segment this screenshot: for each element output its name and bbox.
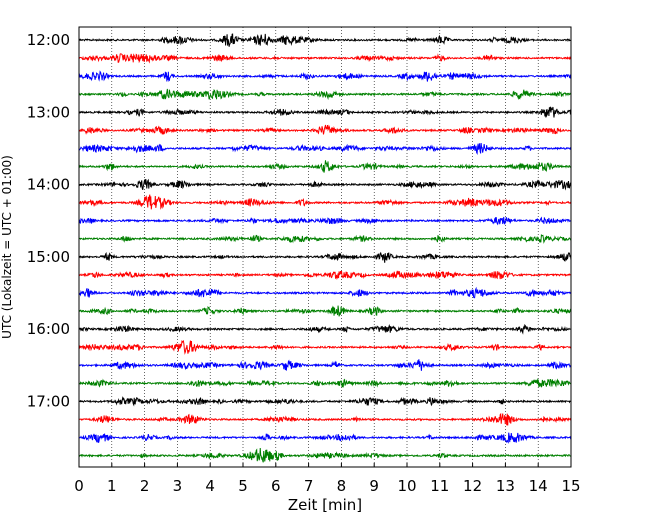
x-tick-label: 13 xyxy=(496,477,515,495)
trace-1645 xyxy=(78,378,572,388)
trace-1500 xyxy=(78,251,572,263)
grid-lines xyxy=(111,27,539,467)
x-tick-label: 4 xyxy=(205,477,215,495)
x-tick-label: 10 xyxy=(397,477,416,495)
trace-1445 xyxy=(78,233,572,244)
trace-1215 xyxy=(78,53,572,64)
y-tick-label: 12:00 xyxy=(27,31,70,49)
y-tick-label: 17:00 xyxy=(27,392,70,410)
trace-1400 xyxy=(78,178,572,191)
x-axis-ticks: 0 1 2 3 4 5 6 7 8 9 10 11 12 13 14 15 xyxy=(74,463,581,495)
trace-1200 xyxy=(78,33,572,47)
x-tick-label: 7 xyxy=(304,477,314,495)
x-tick-label: 1 xyxy=(107,477,117,495)
trace-1545 xyxy=(78,305,572,317)
trace-1330 xyxy=(78,142,572,156)
trace-1515 xyxy=(78,270,572,280)
y-axis-ticks: 12:00 13:00 14:00 15:00 16:00 17:00 xyxy=(27,31,83,410)
x-tick-label: 11 xyxy=(430,477,449,495)
x-tick-label: 3 xyxy=(173,477,183,495)
x-axis-label: Zeit [min] xyxy=(288,496,362,514)
y-tick-label: 16:00 xyxy=(27,320,70,338)
trace-group xyxy=(78,33,572,463)
x-tick-label: 12 xyxy=(463,477,482,495)
trace-1430 xyxy=(78,216,572,226)
plot-frame xyxy=(78,26,572,468)
x-tick-label: 5 xyxy=(238,477,248,495)
trace-1630 xyxy=(78,359,572,371)
x-tick-label: 6 xyxy=(271,477,281,495)
x-tick-label: 15 xyxy=(561,477,580,495)
trace-1230 xyxy=(78,70,572,82)
y-tick-label: 14:00 xyxy=(27,176,70,194)
x-tick-label: 8 xyxy=(337,477,347,495)
trace-1730 xyxy=(78,432,572,444)
x-tick-label: 9 xyxy=(369,477,379,495)
trace-1345 xyxy=(78,160,572,173)
trace-1745 xyxy=(78,447,572,463)
x-tick-label: 0 xyxy=(74,477,84,495)
trace-1715 xyxy=(78,412,572,426)
y-tick-label: 15:00 xyxy=(27,248,70,266)
trace-1300 xyxy=(78,106,572,118)
trace-1245 xyxy=(78,88,572,101)
trace-1700 xyxy=(78,396,572,407)
y-tick-label: 13:00 xyxy=(27,103,70,121)
y-axis-label: UTC (Lokalzeit = UTC + 01:00) xyxy=(0,155,14,339)
x-tick-label: 2 xyxy=(140,477,150,495)
trace-1530 xyxy=(78,286,572,299)
trace-1415 xyxy=(78,194,572,210)
trace-1615 xyxy=(78,339,572,355)
trace-1315 xyxy=(78,124,572,135)
trace-1600 xyxy=(78,323,572,335)
x-tick-label: 14 xyxy=(529,477,548,495)
